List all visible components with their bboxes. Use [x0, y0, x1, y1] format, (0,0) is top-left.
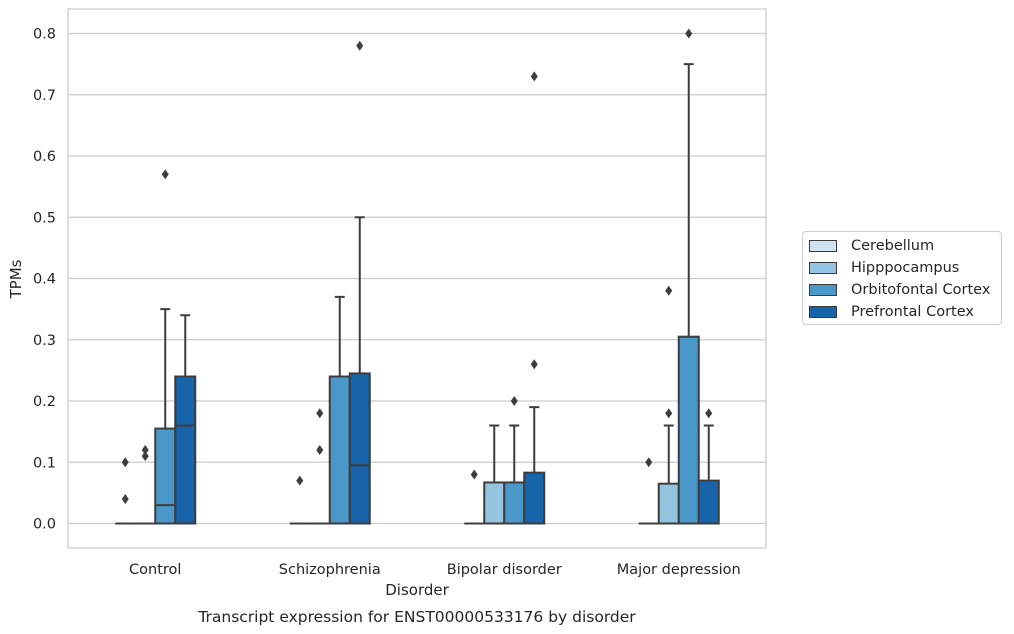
outlier-point: [705, 408, 713, 419]
legend: Cerebellum Hipppocampus Orbitofontal Cor…: [802, 231, 1002, 325]
legend-swatch-orbitofrontal: [809, 284, 837, 296]
x-axis-ticks: Control Schizophrenia Bipolar disorder Majo…: [129, 562, 741, 578]
box-cerebellum: [638, 457, 659, 525]
legend-label-cerebellum: Cerebellum: [851, 238, 935, 254]
outlier-point: [141, 445, 149, 455]
x-tick-label: Bipolar disorder: [447, 562, 562, 578]
outlier-point: [530, 71, 538, 82]
legend-label-prefrontal: Prefrontal Cortex: [851, 304, 974, 320]
box-prefrontal-cortex: [174, 314, 197, 525]
outlier-point: [510, 396, 518, 406]
chart-caption: Transcript expression for ENST0000053317…: [197, 608, 636, 626]
box: [523, 471, 546, 525]
box-cerebellum: [115, 457, 136, 525]
box-orbitofontal-cortex: [503, 396, 526, 525]
y-tick-label: 0.5: [33, 210, 56, 226]
legend-swatch-prefrontal: [809, 306, 837, 318]
box-prefrontal-cortex: [348, 40, 371, 525]
outlier-point: [316, 445, 324, 455]
outlier-point: [121, 494, 129, 504]
legend-label-hippocampus: Hipppocampus: [851, 260, 960, 276]
legend-item-prefrontal: Prefrontal Cortex: [809, 303, 974, 321]
y-tick-label: 0.0: [33, 517, 56, 533]
box-prefrontal-cortex: [523, 71, 546, 525]
outlier-point: [316, 408, 324, 419]
box-plot-marks: [115, 28, 720, 525]
outlier-point: [665, 285, 673, 296]
box-hipppocampus: [135, 445, 156, 525]
box: [174, 375, 197, 525]
y-tick-label: 0.1: [33, 455, 56, 471]
outlier-point: [121, 457, 129, 468]
outlier-point: [356, 40, 364, 51]
box: [697, 479, 720, 525]
y-tick-label: 0.3: [33, 333, 56, 349]
legend-label-orbitofrontal: Orbitofontal Cortex: [851, 282, 991, 298]
y-tick-label: 0.8: [33, 27, 56, 43]
box-cerebellum: [464, 469, 485, 525]
y-axis-label: TPMs: [7, 259, 25, 299]
outlier-point: [161, 169, 169, 180]
y-tick-label: 0.2: [33, 394, 56, 410]
plot-frame: [67, 8, 767, 549]
box: [348, 372, 371, 525]
box: [483, 481, 506, 525]
outlier-point: [645, 457, 653, 468]
box-orbitofontal-cortex: [154, 169, 177, 525]
box-hipppocampus: [483, 424, 506, 525]
legend-swatch-cerebellum: [809, 240, 837, 252]
box-orbitofontal-cortex: [677, 28, 700, 525]
outlier-point: [685, 28, 693, 39]
outlier-point: [665, 408, 673, 419]
box-cerebellum: [289, 475, 310, 525]
legend-swatch-hippocampus: [809, 262, 837, 274]
box-hipppocampus: [657, 285, 680, 525]
box: [677, 335, 700, 525]
legend-item-orbitofrontal: Orbitofontal Cortex: [809, 281, 990, 299]
y-tick-label: 0.4: [33, 272, 56, 288]
x-tick-label: Control: [129, 562, 181, 578]
legend-item-hippocampus: Hipppocampus: [809, 259, 959, 277]
box-hipppocampus: [309, 408, 330, 525]
box-prefrontal-cortex: [697, 408, 720, 525]
outlier-point: [470, 469, 478, 480]
y-tick-label: 0.7: [33, 88, 56, 104]
legend-item-cerebellum: Cerebellum: [809, 237, 934, 255]
x-axis-label: Disorder: [385, 581, 449, 599]
y-axis-ticks: 0.0 0.1 0.2 0.3 0.4 0.5 0.6 0.7 0.8: [33, 27, 56, 533]
outlier-point: [296, 475, 304, 486]
outlier-point: [530, 359, 538, 370]
box: [657, 482, 680, 525]
y-tick-label: 0.6: [33, 149, 56, 165]
box: [503, 481, 526, 525]
box: [328, 375, 351, 525]
x-tick-label: Schizophrenia: [279, 562, 381, 578]
x-tick-label: Major depression: [617, 562, 741, 578]
box-orbitofontal-cortex: [328, 295, 351, 525]
box: [154, 427, 177, 525]
outlier-point: [141, 451, 149, 462]
